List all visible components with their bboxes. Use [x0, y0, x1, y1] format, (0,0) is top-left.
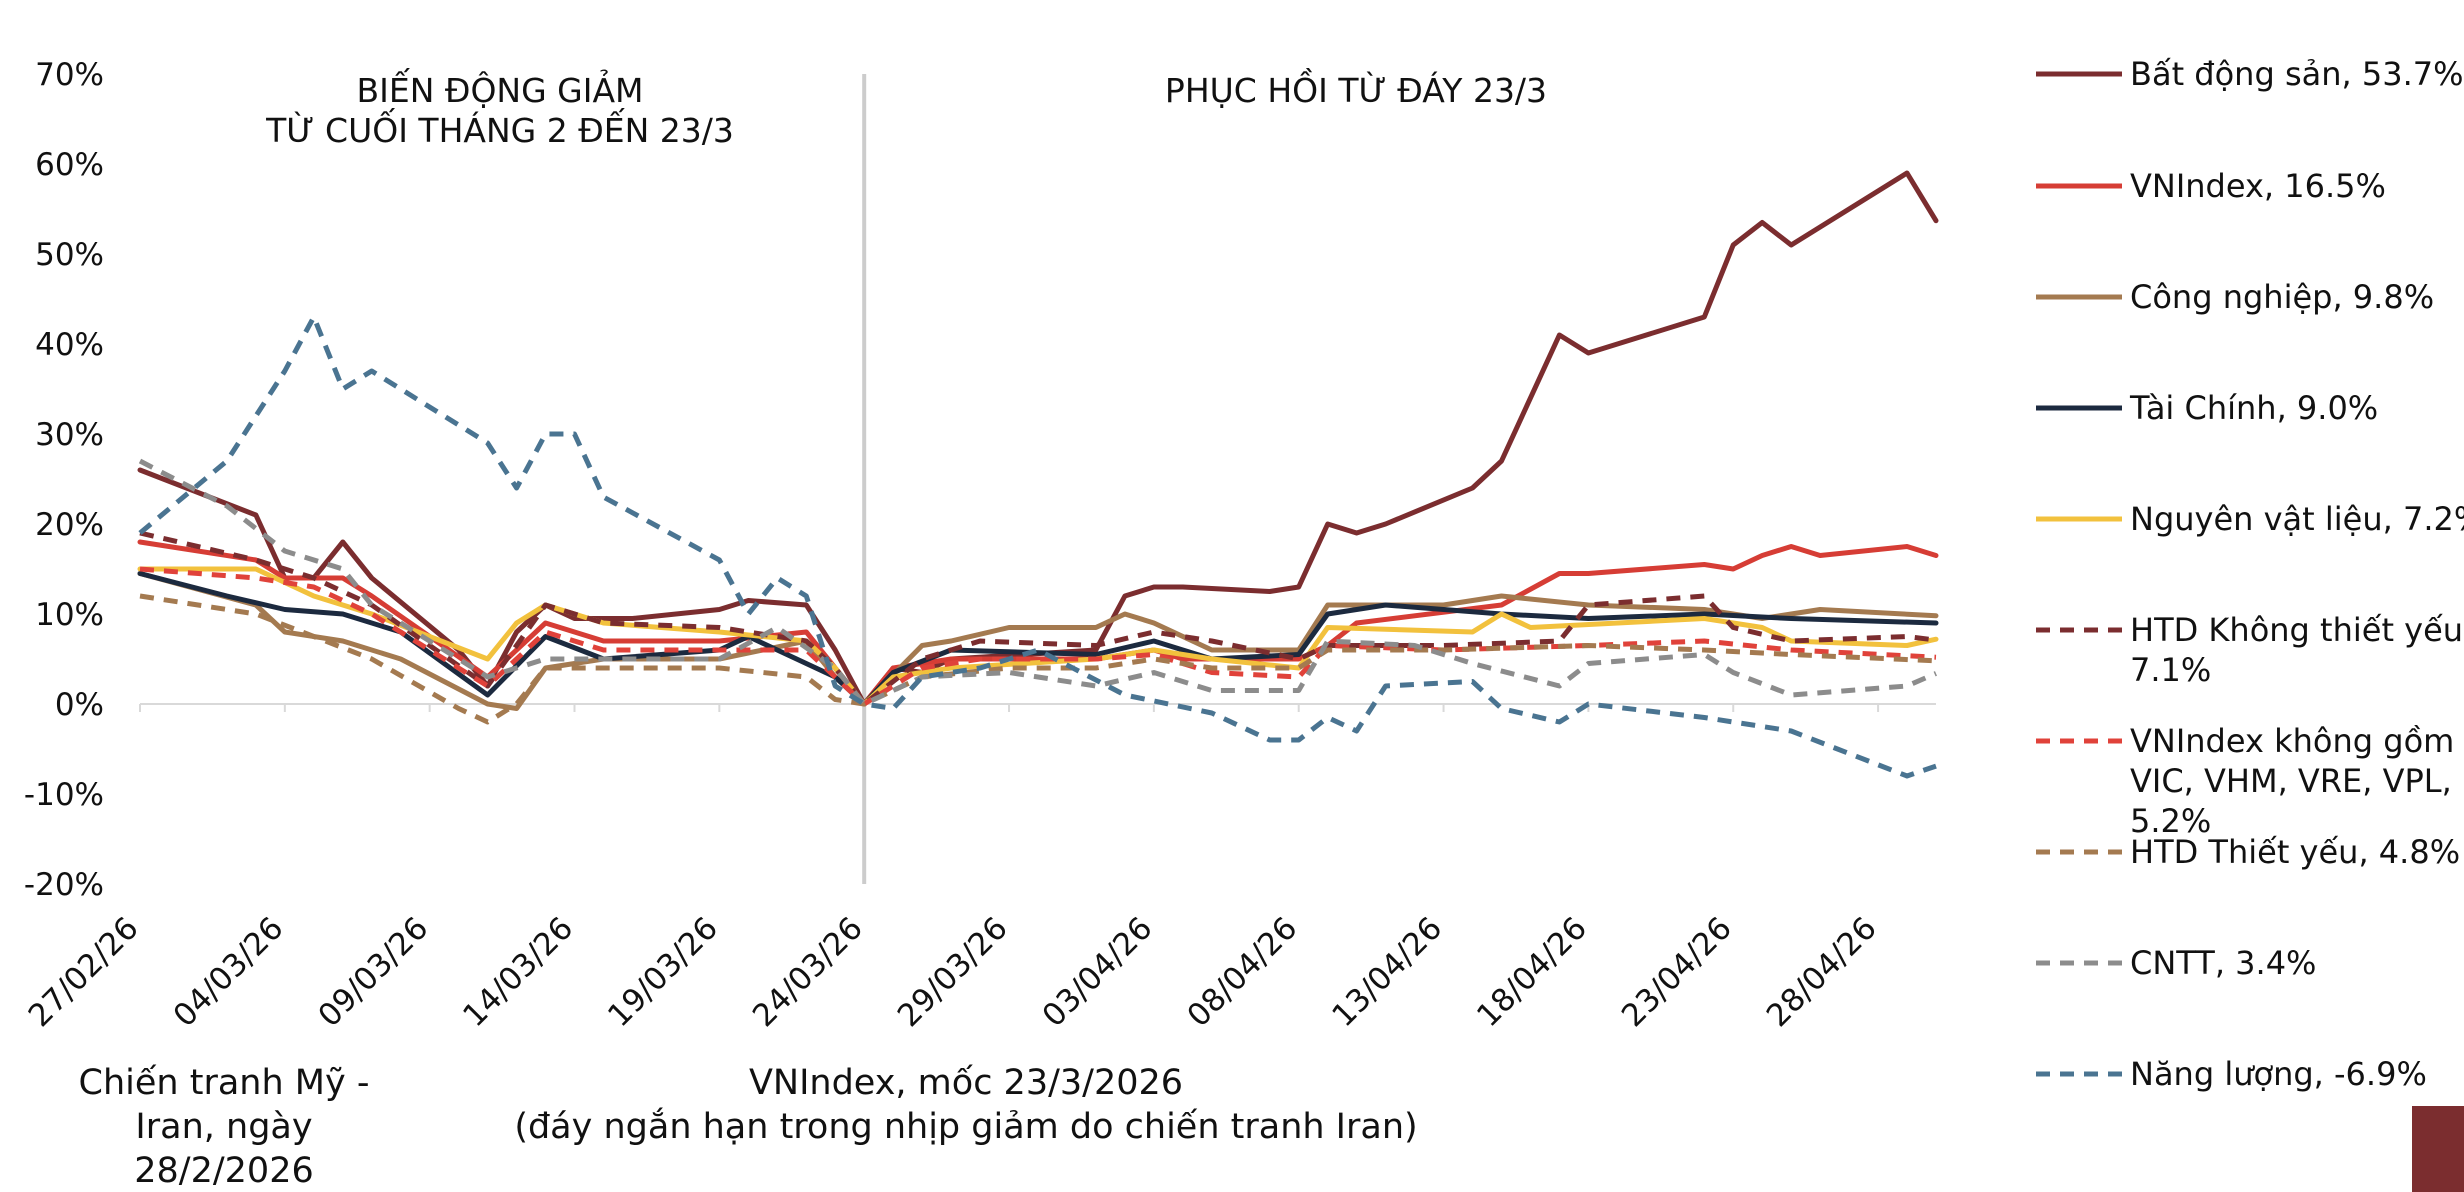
war-note-line3: 28/2/2026: [134, 1151, 313, 1191]
legend-label: HTD Không thiết yếu,: [2130, 611, 2464, 649]
left-period-title-line1: BIẾN ĐỘNG GIẢM: [356, 67, 643, 110]
x-tick-label: 03/04/26: [1036, 910, 1160, 1034]
legend: Bất động sản, 53.7% VNIndex, 16.5% Công ng…: [2036, 55, 2464, 1093]
war-note-line2: Iran, ngày: [135, 1107, 312, 1147]
right-period-title: PHỤC HỒI TỪ ĐÁY 23/3: [1165, 67, 1547, 110]
x-tick-label: 18/04/26: [1470, 910, 1594, 1034]
page-number-badge: [2412, 1106, 2464, 1192]
y-tick-label: 0%: [55, 687, 104, 723]
x-tick-label: 29/03/26: [891, 910, 1015, 1034]
war-note-line1: Chiến tranh Mỹ -: [79, 1063, 370, 1103]
series-line: [139, 593, 1937, 725]
legend-label: HTD Thiết yếu, 4.8%: [2130, 833, 2460, 871]
legend-label: Tài Chính, 9.0%: [2129, 389, 2378, 427]
series-layer: [137, 170, 1939, 779]
legend-label: Năng lượng, -6.9%: [2130, 1055, 2427, 1093]
x-tick-label: 09/03/26: [311, 910, 435, 1034]
y-tick-label: 40%: [35, 327, 104, 363]
legend-label: VNIndex không gồm: [2130, 722, 2454, 760]
legend-label: Công nghiệp, 9.8%: [2130, 278, 2434, 316]
base-note-line2: (đáy ngắn hạn trong nhịp giảm do chiến t…: [514, 1106, 1417, 1147]
series-line: [138, 314, 1937, 779]
y-tick-label: 70%: [35, 57, 104, 93]
series-line: [137, 566, 1939, 707]
y-tick-label: -10%: [24, 777, 104, 813]
y-tick-label: 30%: [35, 417, 104, 453]
x-tick-label: 08/04/26: [1180, 910, 1304, 1034]
y-tick-label: 50%: [35, 237, 104, 273]
y-tick-label: -20%: [24, 867, 104, 903]
legend-label: Nguyên vật liệu, 7.2%: [2130, 500, 2464, 538]
y-tick-label: 60%: [35, 147, 104, 183]
x-tick-label: 14/03/26: [456, 910, 580, 1034]
series-line: [137, 539, 1939, 707]
series-line: [137, 571, 1939, 711]
y-axis-ticks: 70% 60% 50% 40% 30% 20% 10% 0% -10% -20%: [24, 57, 104, 903]
x-tick-label: 13/04/26: [1325, 910, 1449, 1034]
left-period-title-line2: TỪ CUỐI THÁNG 2 ĐẾN 23/3: [265, 106, 734, 150]
legend-label: VIC, VHM, VRE, VPL,: [2130, 762, 2452, 800]
y-tick-label: 10%: [35, 597, 104, 633]
legend-label: Bất động sản, 53.7%: [2130, 55, 2464, 93]
x-tick-label: 24/03/26: [746, 910, 870, 1034]
x-tick-label: 04/03/26: [167, 910, 291, 1034]
base-note-line1: VNIndex, mốc 23/3/2026: [749, 1063, 1183, 1103]
y-tick-label: 20%: [35, 507, 104, 543]
x-axis-ticks: 27/02/26 04/03/26 09/03/26 14/03/26 19/03/26…: [22, 704, 1884, 1034]
series-line: [138, 458, 1937, 707]
legend-label: VNIndex, 16.5%: [2130, 167, 2386, 205]
legend-label: 7.1%: [2130, 651, 2211, 689]
x-tick-label: 27/02/26: [22, 910, 146, 1034]
x-tick-label: 19/03/26: [601, 910, 725, 1034]
x-tick-label: 23/04/26: [1615, 910, 1739, 1034]
x-tick-label: 28/04/26: [1760, 910, 1884, 1034]
legend-label: 5.2%: [2130, 802, 2211, 840]
series-line: [137, 571, 1939, 707]
legend-label: CNTT, 3.4%: [2130, 944, 2316, 982]
